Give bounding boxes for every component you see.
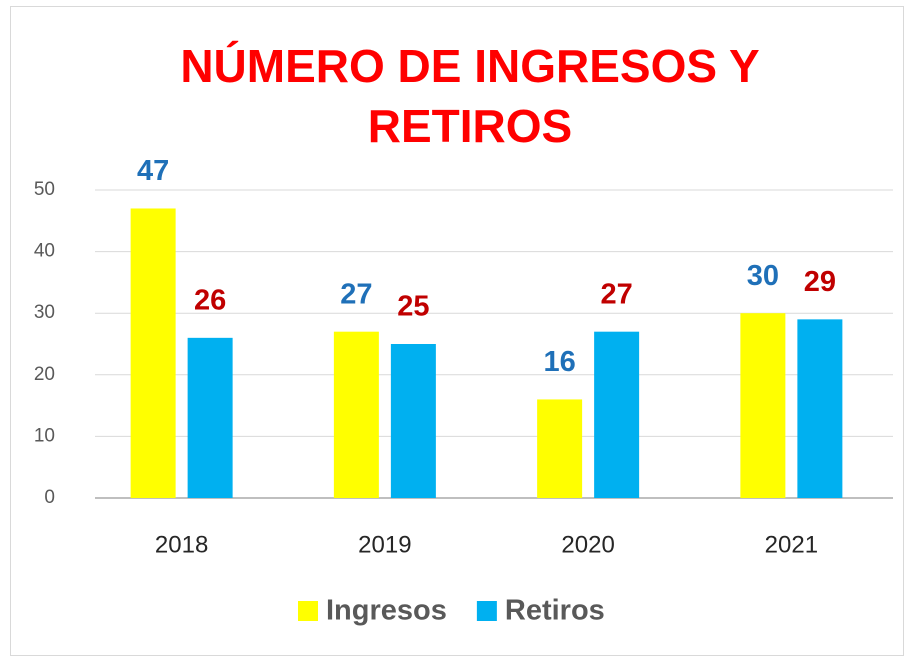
y-tick-label: 50 [34, 179, 55, 200]
y-tick-label: 0 [44, 487, 55, 508]
y-tick-label: 20 [34, 364, 55, 385]
x-tick-label: 2021 [765, 531, 818, 558]
bar [537, 399, 583, 498]
legend-label: Retiros [505, 595, 605, 627]
y-tick-label: 10 [34, 425, 55, 446]
legend-swatch [476, 601, 497, 621]
legend-label: Ingresos [326, 595, 447, 627]
data-label: 27 [600, 278, 632, 310]
bar [740, 313, 786, 498]
bar [390, 344, 436, 498]
x-tick-label: 2019 [358, 531, 411, 558]
data-label: 29 [804, 266, 836, 298]
x-tick-label: 2018 [155, 531, 208, 558]
data-label: 30 [747, 260, 779, 292]
bar [187, 337, 233, 498]
data-label: 16 [543, 346, 575, 378]
data-label: 27 [340, 278, 372, 310]
data-label: 47 [137, 155, 169, 187]
y-tick-label: 30 [34, 302, 55, 323]
bar [130, 208, 176, 499]
bar [333, 331, 379, 498]
y-tick-label: 40 [34, 241, 55, 262]
bar [594, 331, 640, 498]
data-label: 25 [397, 291, 429, 323]
bar [797, 319, 843, 498]
chart-frame [10, 6, 904, 656]
data-label: 26 [194, 284, 226, 316]
x-tick-label: 2020 [561, 531, 614, 558]
chart-title: NÚMERO DE INGRESOS Y RETIROS [180, 40, 760, 152]
legend-swatch [298, 601, 318, 621]
